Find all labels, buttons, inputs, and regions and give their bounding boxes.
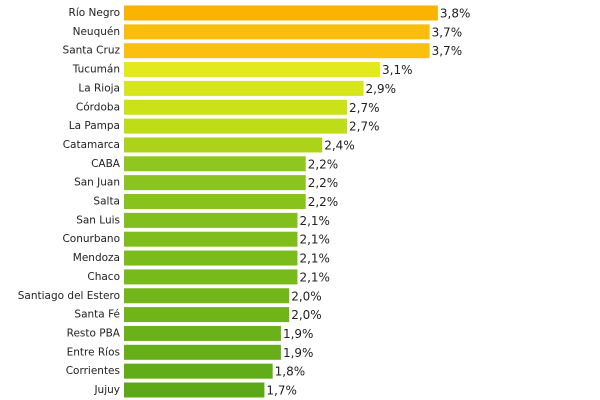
value-label: 3,7% (432, 25, 463, 39)
bar (124, 62, 381, 78)
value-label: 3,7% (432, 44, 463, 58)
value-label: 2,0% (291, 308, 322, 322)
category-label: Resto PBA (67, 327, 121, 339)
bar (124, 24, 430, 40)
value-label: 2,1% (299, 270, 330, 284)
value-label: 2,1% (299, 214, 330, 228)
category-label: Santiago del Estero (18, 290, 120, 302)
category-label: Chaco (87, 271, 120, 283)
bar (124, 43, 430, 59)
category-label: Corrientes (66, 365, 120, 377)
category-label: Río Negro (69, 7, 120, 19)
value-label: 3,8% (440, 7, 471, 21)
value-label: 2,7% (349, 101, 380, 115)
category-label: Mendoza (73, 252, 120, 264)
value-label: 2,1% (299, 233, 330, 247)
category-label: Jujuy (93, 384, 120, 396)
category-label: Córdoba (76, 101, 120, 113)
category-label: Conurbano (62, 233, 120, 245)
value-label: 2,7% (349, 120, 380, 134)
value-label: 2,2% (308, 176, 339, 190)
category-label: San Juan (74, 177, 120, 189)
value-label: 1,8% (275, 365, 306, 379)
value-label: 1,7% (266, 384, 297, 398)
bar (124, 137, 323, 153)
category-label: La Rioja (78, 82, 120, 94)
bar (124, 363, 273, 379)
bar (124, 194, 306, 209)
category-label: Neuquén (73, 26, 120, 38)
bar (124, 156, 306, 172)
bar (124, 231, 298, 247)
category-label: San Luis (76, 214, 120, 226)
bar (124, 5, 438, 21)
value-label: 1,9% (283, 327, 314, 341)
bar (124, 325, 281, 341)
bar (124, 288, 290, 304)
value-label: 2,2% (308, 157, 339, 171)
category-label: Salta (93, 196, 120, 208)
category-label: Catamarca (63, 139, 120, 151)
bar (124, 269, 298, 285)
bar (124, 212, 298, 228)
bar (124, 118, 348, 134)
category-label: Tucumán (72, 64, 120, 76)
value-label: 3,1% (382, 63, 413, 77)
bar (124, 344, 281, 360)
bar (124, 80, 364, 96)
category-label: Santa Cruz (63, 45, 121, 57)
bar (124, 99, 348, 115)
value-label: 2,2% (308, 195, 339, 209)
bar (124, 382, 265, 398)
bar (124, 175, 306, 191)
category-label: Entre Ríos (67, 346, 120, 358)
bar (124, 250, 298, 266)
bar (124, 307, 290, 323)
value-label: 1,9% (283, 346, 314, 360)
category-label: Santa Fé (74, 309, 120, 321)
category-label: La Pampa (69, 120, 120, 132)
value-label: 2,0% (291, 289, 322, 303)
value-label: 2,4% (324, 138, 355, 152)
value-label: 2,9% (366, 82, 397, 96)
value-label: 2,1% (299, 252, 330, 266)
category-label: CABA (91, 158, 121, 170)
